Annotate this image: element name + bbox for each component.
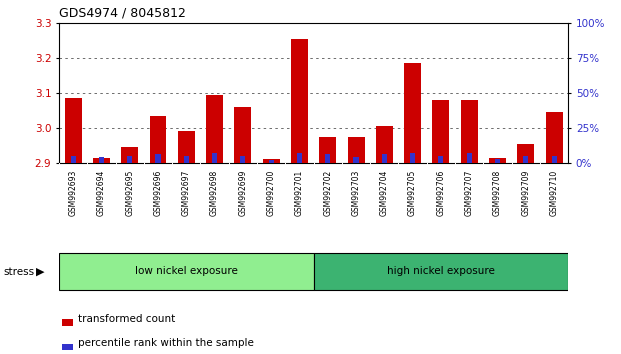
Bar [178,131,195,163]
Bar [495,159,500,163]
Bar [466,153,472,163]
Bar [438,156,443,163]
Text: GSM992707: GSM992707 [465,170,474,216]
Bar [404,63,421,163]
Bar [99,157,104,163]
Text: GSM992709: GSM992709 [521,170,530,216]
Bar [65,98,81,163]
Text: GSM992705: GSM992705 [408,170,417,216]
Text: GSM992701: GSM992701 [295,170,304,216]
Bar [524,156,528,163]
Bar [376,126,393,163]
Text: GSM992695: GSM992695 [125,170,134,216]
Bar [184,156,189,163]
Bar [240,156,245,163]
Text: GSM992698: GSM992698 [210,170,219,216]
Bar [71,156,76,163]
Text: GSM992697: GSM992697 [182,170,191,216]
Bar [382,154,387,163]
Text: percentile rank within the sample: percentile rank within the sample [78,338,254,348]
Text: GSM992706: GSM992706 [437,170,445,216]
Text: ▶: ▶ [36,267,45,277]
Text: GSM992699: GSM992699 [238,170,247,216]
Bar [234,107,252,163]
Bar [155,154,161,163]
Bar [297,153,302,163]
Bar [517,144,534,163]
Bar [348,137,365,163]
Text: GSM992696: GSM992696 [153,170,163,216]
Bar [291,39,308,163]
Text: transformed count: transformed count [78,314,176,324]
Bar [121,147,138,163]
Bar [263,159,279,163]
Text: GSM992700: GSM992700 [266,170,276,216]
Bar [206,95,223,163]
Text: GSM992708: GSM992708 [493,170,502,216]
Bar [489,158,506,163]
Bar [314,253,568,290]
Text: GSM992703: GSM992703 [351,170,361,216]
Bar [546,112,563,163]
Bar [269,160,274,163]
Text: GSM992694: GSM992694 [97,170,106,216]
Bar [432,100,450,163]
Bar [150,116,166,163]
Text: GSM992693: GSM992693 [69,170,78,216]
Text: GDS4974 / 8045812: GDS4974 / 8045812 [59,6,186,19]
Bar [551,156,556,163]
Bar [93,158,110,163]
Text: stress: stress [3,267,34,277]
Text: high nickel exposure: high nickel exposure [387,266,495,276]
Bar [212,153,217,163]
Bar [319,137,336,163]
Bar [461,100,478,163]
Text: GSM992704: GSM992704 [380,170,389,216]
Bar [59,253,314,290]
Text: low nickel exposure: low nickel exposure [135,266,238,276]
Text: GSM992710: GSM992710 [550,170,558,216]
Bar [353,157,358,163]
Bar [410,153,415,163]
Bar [127,156,132,163]
Bar [325,154,330,163]
Text: GSM992702: GSM992702 [324,170,332,216]
